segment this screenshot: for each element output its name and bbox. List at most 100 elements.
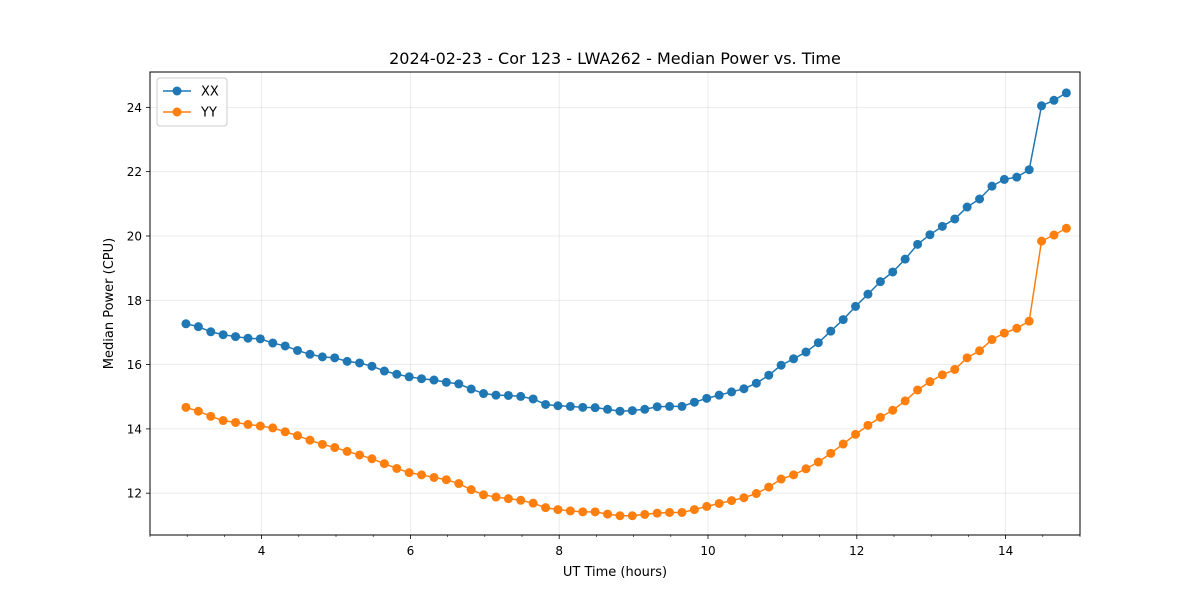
- data-point-xx: [925, 230, 935, 240]
- data-point-yy: [392, 463, 402, 473]
- data-point-xx: [330, 353, 340, 363]
- data-point-yy: [1024, 316, 1034, 326]
- series-yy: [181, 223, 1071, 521]
- x-tick-label: 6: [407, 544, 415, 558]
- data-point-yy: [553, 505, 563, 515]
- data-point-xx: [280, 341, 290, 351]
- data-point-yy: [603, 509, 613, 519]
- data-point-yy: [999, 328, 1009, 338]
- y-axis-label: Median Power (CPU): [102, 238, 117, 369]
- data-point-xx: [466, 384, 476, 394]
- data-point-xx: [367, 361, 377, 371]
- data-point-yy: [528, 498, 538, 508]
- data-point-xx: [392, 369, 402, 379]
- y-tick-label: 24: [127, 101, 142, 115]
- axis-ticks: 4 6 8 10 12 14 12 14 16 18 20 22 24: [127, 101, 1081, 558]
- data-point-yy: [578, 507, 588, 517]
- data-point-yy: [342, 446, 352, 456]
- data-point-xx: [603, 404, 613, 414]
- data-point-xx: [454, 379, 464, 389]
- data-point-yy: [888, 405, 898, 415]
- data-point-yy: [627, 511, 637, 521]
- data-point-yy: [590, 507, 600, 517]
- data-point-yy: [1037, 236, 1047, 246]
- data-point-xx: [193, 322, 203, 332]
- data-point-xx: [317, 352, 327, 362]
- data-point-xx: [652, 402, 662, 412]
- data-point-xx: [851, 301, 861, 311]
- x-axis-label: UT Time (hours): [563, 565, 667, 580]
- x-tick-label: 4: [258, 544, 266, 558]
- data-point-yy: [367, 454, 377, 464]
- data-point-xx: [677, 401, 687, 411]
- data-point-yy: [640, 509, 650, 519]
- data-point-yy: [727, 496, 737, 506]
- data-point-yy: [243, 419, 253, 429]
- data-point-xx: [1012, 172, 1022, 182]
- data-point-yy: [826, 448, 836, 458]
- legend-label-yy: YY: [200, 106, 217, 121]
- data-point-yy: [665, 507, 675, 517]
- data-point-xx: [1037, 101, 1047, 111]
- chart-title: 2024-02-23 - Cor 123 - LWA262 - Median P…: [389, 49, 841, 68]
- data-point-yy: [404, 468, 414, 478]
- data-point-yy: [218, 416, 228, 426]
- data-point-xx: [181, 319, 191, 329]
- data-point-yy: [838, 439, 848, 449]
- data-point-yy: [925, 377, 935, 387]
- data-point-yy: [541, 503, 551, 513]
- data-point-yy: [789, 470, 799, 480]
- data-point-xx: [429, 375, 439, 385]
- y-tick-label: 22: [127, 165, 142, 179]
- data-point-xx: [999, 174, 1009, 184]
- x-tick-label: 10: [700, 544, 715, 558]
- data-point-yy: [417, 470, 427, 480]
- data-point-xx: [553, 401, 563, 411]
- data-point-yy: [330, 443, 340, 453]
- data-point-xx: [727, 387, 737, 397]
- data-point-xx: [1049, 95, 1059, 105]
- data-point-xx: [305, 349, 315, 359]
- legend-item-yy: YY: [163, 106, 217, 121]
- data-point-yy: [466, 485, 476, 495]
- data-point-xx: [404, 372, 414, 382]
- data-point-yy: [193, 406, 203, 416]
- data-point-xx: [417, 374, 427, 384]
- data-point-yy: [987, 335, 997, 345]
- data-point-xx: [838, 315, 848, 325]
- data-point-yy: [429, 472, 439, 482]
- data-point-xx: [913, 239, 923, 249]
- data-point-yy: [305, 435, 315, 445]
- data-point-xx: [268, 338, 278, 348]
- data-point-xx: [900, 254, 910, 264]
- data-point-xx: [962, 202, 972, 212]
- data-point-xx: [888, 267, 898, 277]
- data-point-yy: [751, 489, 761, 499]
- data-point-xx: [255, 334, 265, 344]
- data-point-xx: [503, 390, 513, 400]
- data-point-xx: [590, 403, 600, 413]
- data-point-xx: [751, 378, 761, 388]
- data-point-yy: [851, 429, 861, 439]
- x-tick-label: 14: [998, 544, 1013, 558]
- data-point-yy: [776, 474, 786, 484]
- data-point-yy: [801, 464, 811, 474]
- data-point-yy: [739, 493, 749, 503]
- data-point-yy: [900, 396, 910, 406]
- data-point-yy: [677, 507, 687, 517]
- data-point-yy: [293, 431, 303, 441]
- series-layer: [181, 88, 1071, 521]
- data-point-yy: [1061, 223, 1071, 233]
- data-point-xx: [975, 194, 985, 204]
- data-point-yy: [280, 427, 290, 437]
- data-point-xx: [516, 391, 526, 401]
- y-tick-label: 20: [127, 229, 142, 243]
- data-point-xx: [813, 338, 823, 348]
- data-point-yy: [379, 459, 389, 469]
- data-point-xx: [243, 333, 253, 343]
- data-point-xx: [714, 390, 724, 400]
- data-point-yy: [875, 412, 885, 422]
- data-point-yy: [615, 511, 625, 521]
